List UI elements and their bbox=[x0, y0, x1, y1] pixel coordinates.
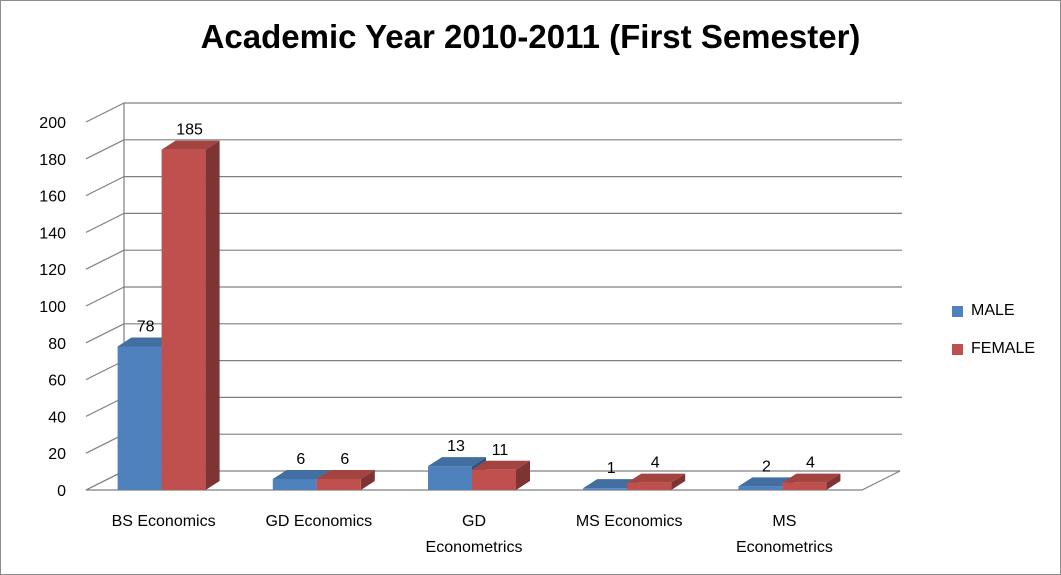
bar-male bbox=[428, 466, 472, 490]
x-tick-label: GD Economics bbox=[265, 513, 372, 530]
side-wall-line bbox=[85, 249, 125, 270]
bar-female bbox=[472, 469, 516, 490]
y-tick-label: 20 bbox=[48, 446, 66, 463]
y-tick-label: 180 bbox=[39, 152, 66, 169]
side-wall-line bbox=[85, 176, 125, 197]
bar-female bbox=[627, 482, 672, 490]
y-tick-label: 80 bbox=[48, 336, 66, 353]
bar-male bbox=[117, 346, 162, 490]
side-wall-line bbox=[85, 102, 125, 123]
legend-swatch-male bbox=[952, 305, 963, 317]
bar-top bbox=[738, 477, 797, 487]
data-label: 2 bbox=[762, 458, 771, 475]
y-tick-label: 160 bbox=[39, 189, 66, 206]
x-tick-label: MS Economics bbox=[576, 513, 683, 530]
data-label: 4 bbox=[651, 455, 660, 472]
y-tick-label: 200 bbox=[39, 115, 66, 132]
x-tick-label: MS bbox=[772, 513, 796, 530]
data-label: 11 bbox=[492, 442, 509, 459]
bar-top bbox=[627, 473, 686, 483]
bar-top bbox=[782, 473, 841, 483]
y-tick-label: 60 bbox=[48, 373, 66, 390]
y-tick-label: 40 bbox=[48, 409, 66, 426]
data-label: 13 bbox=[447, 438, 465, 455]
x-tick-label: Econometrics bbox=[426, 539, 523, 556]
bar-side bbox=[516, 460, 530, 490]
bar-top bbox=[428, 457, 486, 467]
bar-top bbox=[272, 469, 331, 479]
bar-female bbox=[161, 149, 206, 490]
bar-side bbox=[205, 140, 220, 490]
bar-male bbox=[272, 478, 317, 490]
bar-male bbox=[583, 488, 628, 490]
bar-female bbox=[316, 478, 361, 490]
side-wall-line bbox=[85, 323, 125, 344]
side-wall-line bbox=[85, 139, 125, 160]
data-label: 6 bbox=[296, 451, 305, 468]
legend-item-female: FEMALE bbox=[952, 330, 1035, 368]
bar-female bbox=[782, 482, 827, 490]
y-tick-label: 120 bbox=[39, 262, 66, 279]
bar-male bbox=[738, 486, 783, 490]
data-label: 185 bbox=[176, 122, 203, 139]
data-label: 78 bbox=[137, 318, 155, 335]
legend-swatch-female bbox=[952, 343, 963, 355]
bar-top bbox=[316, 469, 375, 479]
data-label: 4 bbox=[806, 455, 815, 472]
data-label: 6 bbox=[340, 451, 349, 468]
bar-top bbox=[117, 337, 176, 347]
x-tick-label: BS Economics bbox=[112, 513, 216, 530]
bar-top bbox=[161, 140, 220, 150]
side-wall-line bbox=[85, 286, 125, 307]
data-label: 1 bbox=[607, 460, 616, 477]
x-tick-label: Econometrics bbox=[736, 539, 833, 556]
legend-label-female: FEMALE bbox=[971, 340, 1036, 357]
y-tick-label: 140 bbox=[39, 225, 66, 242]
y-tick-label: 0 bbox=[57, 483, 66, 500]
legend-label-male: MALE bbox=[971, 302, 1015, 319]
bar-top bbox=[472, 460, 530, 470]
legend-item-male: MALE bbox=[952, 292, 1035, 330]
bar-top bbox=[583, 479, 642, 489]
chart-title: Academic Year 2010-2011 (First Semester) bbox=[200, 18, 861, 55]
side-wall-line bbox=[85, 212, 125, 233]
chart-legend: MALE FEMALE bbox=[952, 292, 1035, 368]
bar-side bbox=[826, 473, 841, 490]
bar-side bbox=[671, 473, 686, 490]
bar-side bbox=[360, 469, 375, 490]
x-tick-label: GD bbox=[462, 513, 486, 530]
y-tick-label: 100 bbox=[39, 299, 66, 316]
